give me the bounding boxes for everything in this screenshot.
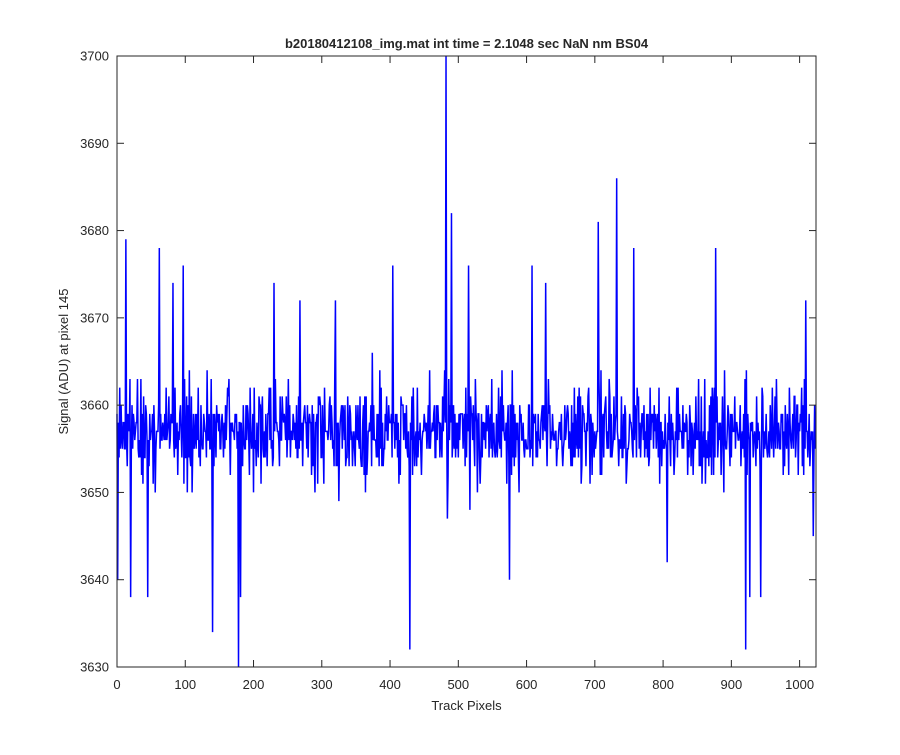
plot-area-background bbox=[117, 56, 816, 667]
x-tick-label: 500 bbox=[447, 677, 469, 692]
series-line bbox=[116, 55, 817, 668]
y-tick-label: 3670 bbox=[80, 310, 109, 325]
x-tick-label: 200 bbox=[243, 677, 265, 692]
chart-title: b20180412108_img.mat int time = 2.1048 s… bbox=[285, 36, 649, 51]
x-tick-label: 600 bbox=[516, 677, 538, 692]
x-tick-label: 400 bbox=[379, 677, 401, 692]
y-tick-label: 3690 bbox=[80, 136, 109, 151]
x-tick-label: 300 bbox=[311, 677, 333, 692]
y-tick-label: 3640 bbox=[80, 572, 109, 587]
x-axis-label: Track Pixels bbox=[431, 698, 502, 713]
x-tick-label: 100 bbox=[174, 677, 196, 692]
y-tick-label: 3680 bbox=[80, 223, 109, 238]
y-tick-label: 3650 bbox=[80, 485, 109, 500]
x-tick-label: 900 bbox=[721, 677, 743, 692]
y-tick-label: 3660 bbox=[80, 398, 109, 413]
x-tick-label: 700 bbox=[584, 677, 606, 692]
data-layer bbox=[116, 55, 817, 668]
x-tick-label: 800 bbox=[652, 677, 674, 692]
y-axis-label: Signal (ADU) at pixel 145 bbox=[56, 289, 71, 435]
x-tick-label: 0 bbox=[113, 677, 120, 692]
axes-box bbox=[116, 55, 817, 668]
y-tick-label: 3630 bbox=[80, 660, 109, 675]
x-tick-label: 1000 bbox=[785, 677, 814, 692]
y-tick-label: 3700 bbox=[80, 49, 109, 64]
tick-layer: 0 100 200 300 400 500 600 700 800 900 1000 3630 3640… bbox=[80, 49, 816, 692]
